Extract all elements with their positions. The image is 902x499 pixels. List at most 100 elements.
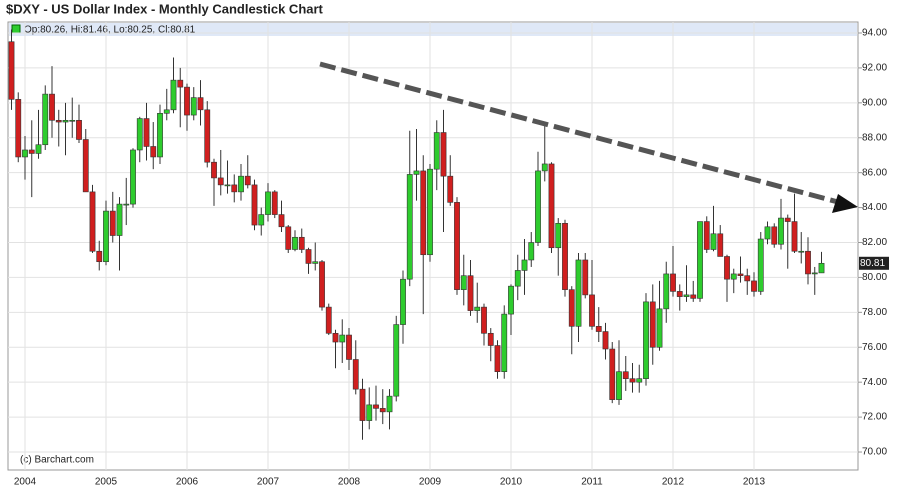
candle-body (298, 236, 305, 250)
candle-body (190, 97, 197, 116)
candle-body (224, 184, 231, 187)
candle-body (278, 214, 285, 228)
candle-body (116, 203, 123, 236)
candle-body (757, 238, 764, 292)
candle-body (730, 273, 737, 280)
candle-body (271, 191, 278, 215)
candle-body (325, 306, 332, 334)
x-tick-label: 2006 (176, 477, 199, 488)
candle-body (568, 289, 575, 327)
candle-body (55, 119, 62, 123)
candle-body (319, 261, 325, 308)
candle-body (305, 249, 312, 264)
x-tick-label: 2010 (500, 477, 523, 488)
x-tick-label: 2011 (581, 477, 603, 488)
candle-body (481, 306, 487, 334)
candle-body (670, 273, 676, 292)
last-price-label: 80.81 (860, 258, 885, 269)
candle-body (697, 221, 703, 299)
candle-body (332, 332, 339, 343)
candle-body (244, 175, 251, 186)
x-tick-label: 2007 (257, 477, 280, 488)
y-tick-label: 92.00 (862, 63, 887, 74)
candle-body (386, 395, 393, 413)
candle-body (217, 177, 224, 186)
candle-body (609, 348, 616, 400)
candle-body (622, 371, 629, 379)
y-tick-label: 94.00 (862, 28, 887, 39)
y-tick-label: 78.00 (862, 307, 887, 318)
candle-body (413, 170, 420, 175)
plot-area (7, 21, 859, 471)
candle-body (238, 175, 244, 193)
candle-body (548, 163, 555, 249)
candle-body (487, 332, 494, 346)
candle-body (629, 378, 636, 383)
candle-body (582, 259, 589, 296)
y-tick-label: 72.00 (862, 412, 887, 423)
y-tick-label: 86.00 (862, 167, 887, 178)
legend-swatch (11, 24, 21, 34)
candle-body (143, 118, 150, 147)
candle-body (636, 378, 643, 383)
y-tick-label: 70.00 (862, 447, 887, 458)
x-tick-label: 2013 (743, 477, 766, 488)
candle-body (562, 223, 568, 290)
candle-body (440, 132, 447, 177)
candle-body (467, 275, 474, 311)
x-tick-label: 2004 (14, 477, 37, 488)
candle-body (393, 324, 400, 397)
candle-body (676, 291, 683, 297)
candle-body (589, 294, 595, 327)
candle-body (150, 146, 157, 158)
candle-body (15, 99, 22, 158)
y-tick-label: 84.00 (862, 202, 887, 213)
candle-body (62, 119, 69, 123)
candle-body (751, 280, 757, 292)
candle-body (541, 163, 548, 172)
candle-body (163, 109, 170, 114)
candle-body (535, 170, 541, 243)
candle-body (69, 119, 76, 122)
last-price-box (859, 256, 889, 270)
copyright: (c) Barchart.com (20, 455, 94, 466)
chart-title: $DXY - US Dollar Index - Monthly Candles… (6, 1, 324, 16)
candle-body (771, 226, 778, 245)
candle-body (643, 301, 649, 379)
x-tick-label: 2009 (419, 477, 442, 488)
candle-body (737, 273, 744, 276)
candle-body (211, 161, 217, 179)
candle-body (352, 359, 359, 390)
candle-body (170, 79, 177, 111)
candle-body (76, 119, 82, 140)
y-tick-label: 80.00 (862, 272, 887, 283)
candle-body (690, 294, 697, 299)
x-tick-label: 2005 (95, 477, 118, 488)
candle-body (744, 275, 751, 282)
candle-body (508, 285, 514, 315)
candle-body (764, 226, 771, 240)
candle-body (359, 388, 366, 421)
candle-body (656, 308, 663, 348)
candle-body (136, 118, 143, 151)
candle-body (474, 306, 481, 311)
y-tick-label: 74.00 (862, 377, 887, 388)
candle-body (433, 132, 440, 170)
candle-body (339, 334, 346, 343)
candle-body (420, 170, 427, 256)
candle-body (96, 250, 103, 263)
candle-body (494, 345, 501, 373)
trend-line (319, 61, 839, 205)
candle-body (521, 259, 528, 271)
candle-body (292, 236, 298, 250)
candle-body (514, 270, 521, 287)
candle-body (791, 221, 798, 252)
candle-body (798, 250, 805, 253)
candle-body (818, 262, 825, 274)
candle-body (366, 404, 373, 421)
candle-body (427, 168, 433, 256)
candle-body (184, 86, 190, 116)
candle-body (197, 97, 204, 111)
candle-body (703, 221, 710, 250)
candle-body (406, 174, 413, 280)
